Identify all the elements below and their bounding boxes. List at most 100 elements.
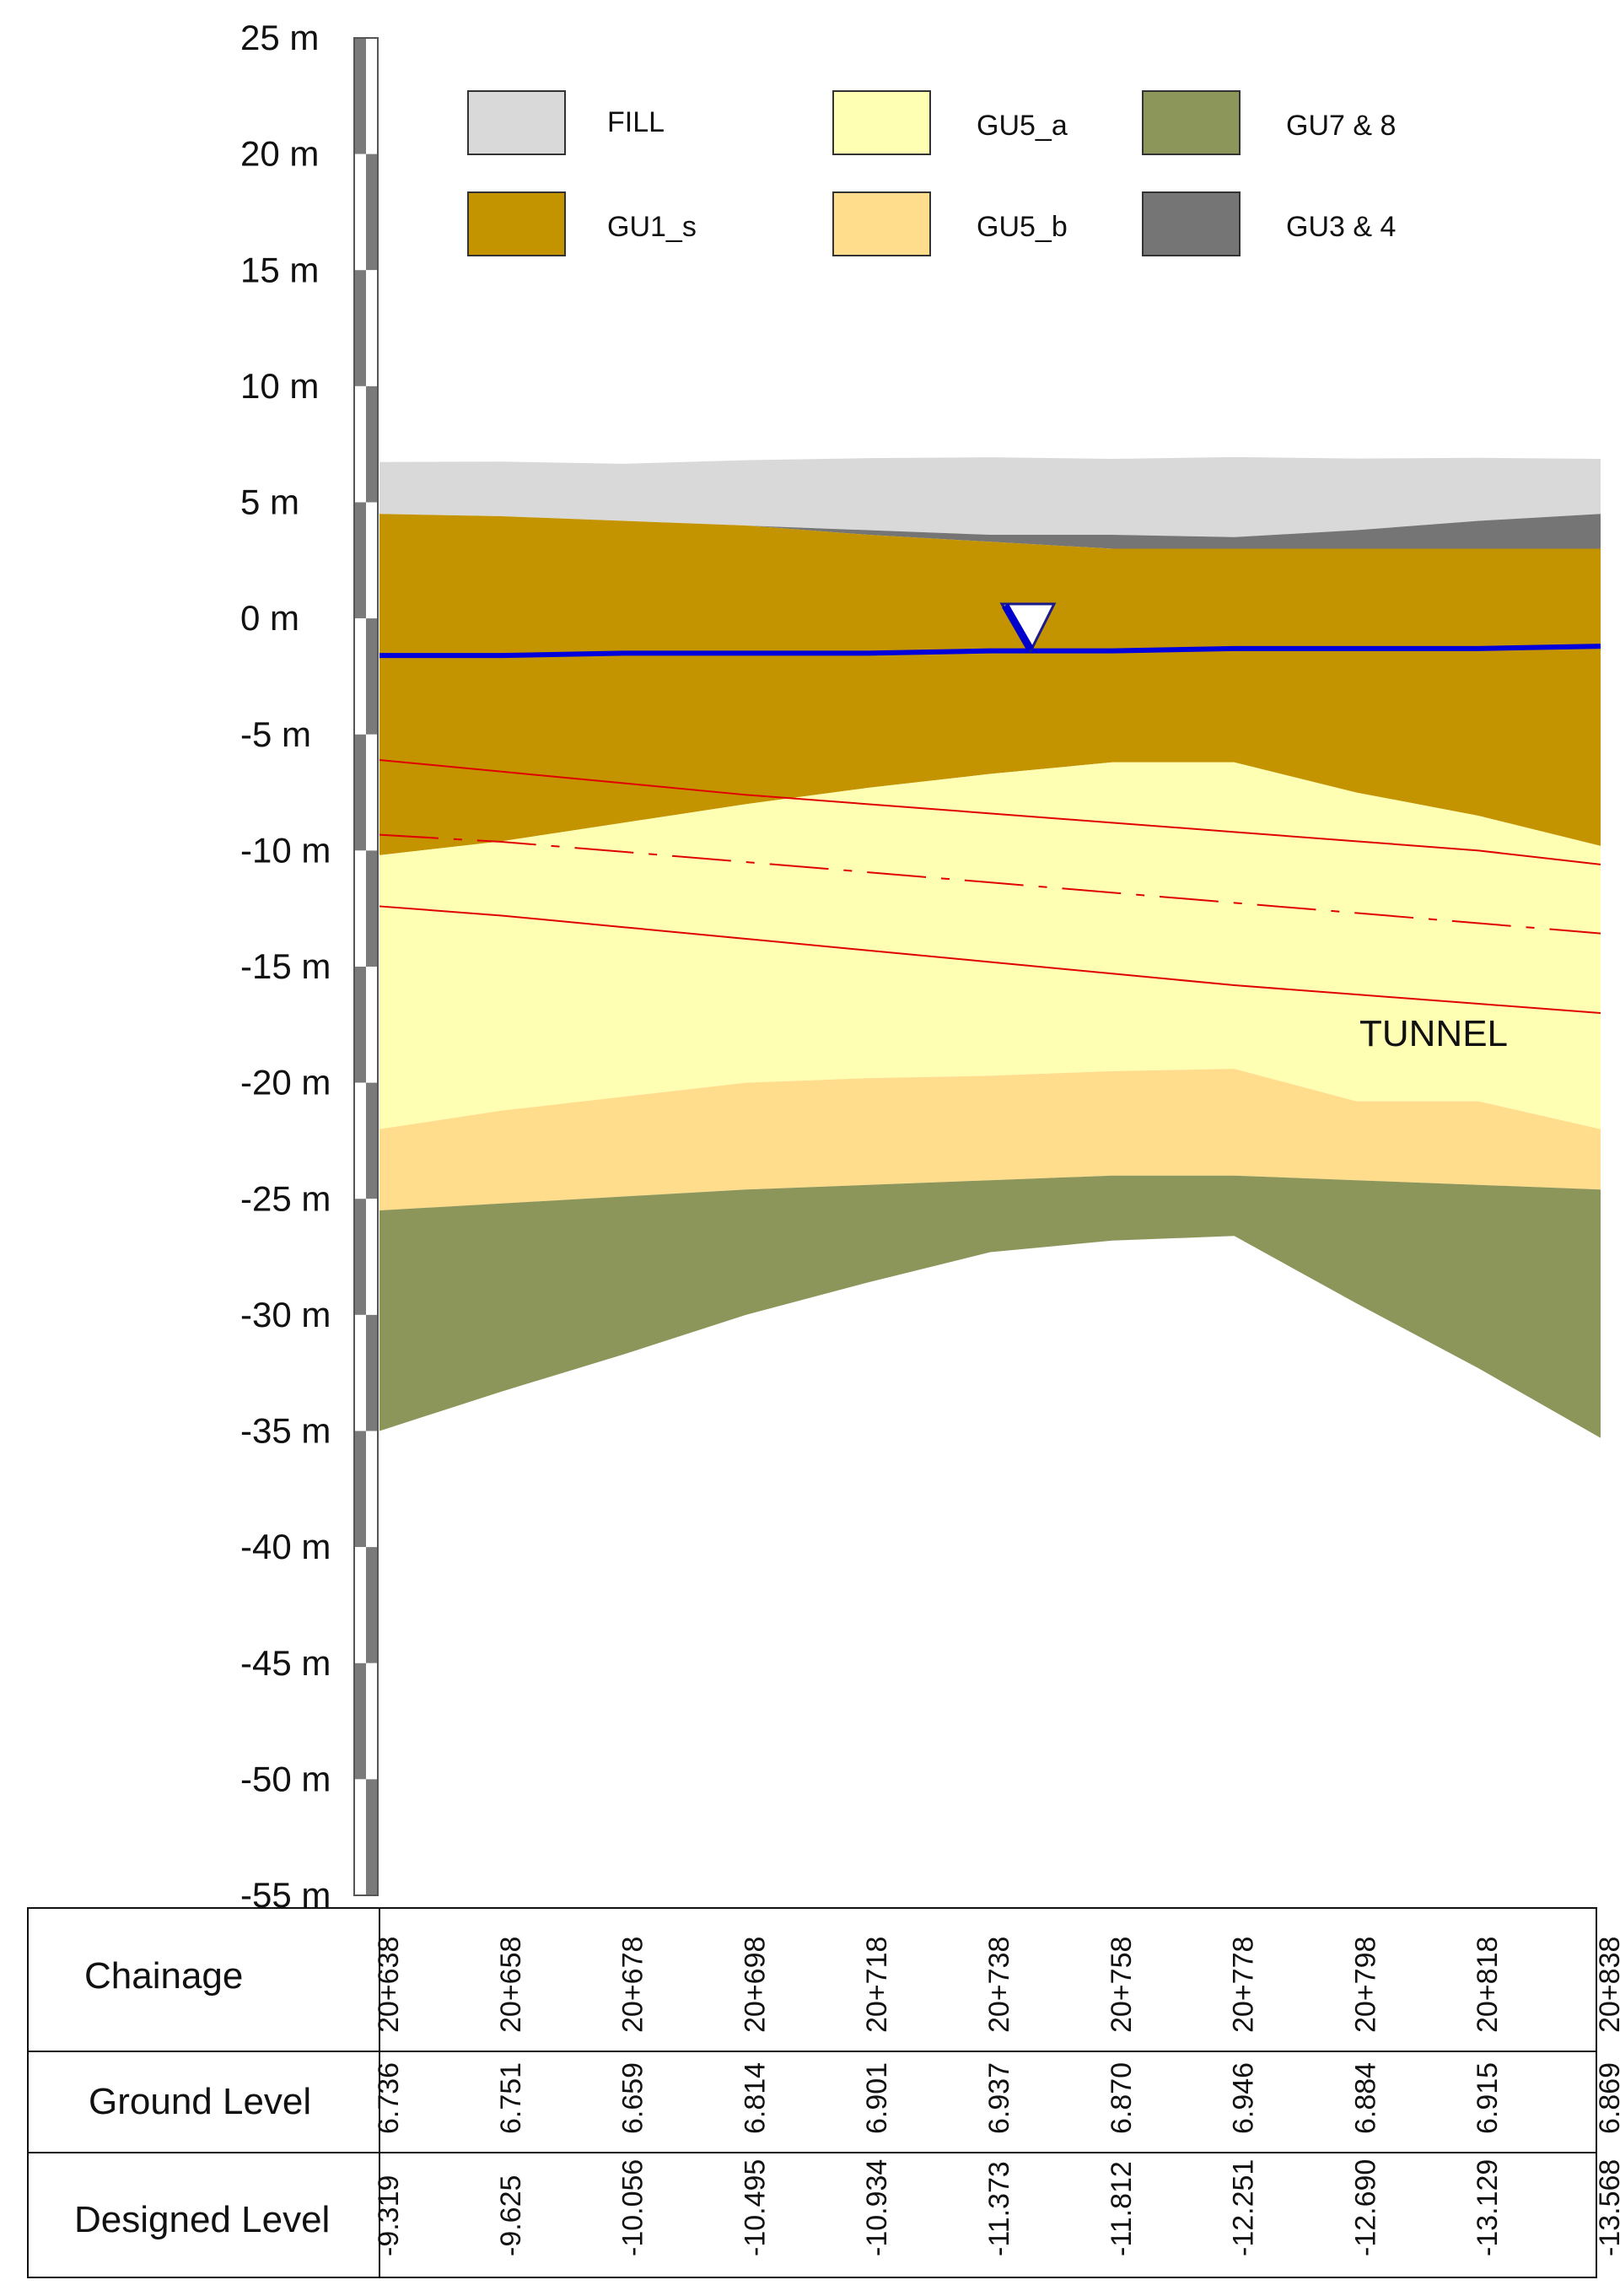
table-cell-ground-level: 6.946 xyxy=(1228,2062,1260,2134)
legend-swatch xyxy=(1142,191,1241,256)
scale-bar-segment xyxy=(354,850,366,967)
legend-item: GU5_b xyxy=(832,191,1068,256)
scale-bar-segment xyxy=(366,1314,378,1431)
scale-bar-frame xyxy=(353,37,379,1896)
legend-swatch xyxy=(467,90,566,155)
y-tick-label: -10 m xyxy=(240,830,331,870)
scale-bar-segment xyxy=(366,1082,378,1199)
table-cell-chainage: 20+818 xyxy=(1472,1937,1504,2033)
table-cell-designed-level: -10.934 xyxy=(861,2159,893,2256)
y-tick-label: -5 m xyxy=(240,714,311,754)
y-tick-label: 25 m xyxy=(240,18,319,57)
y-tick-label: -45 m xyxy=(240,1643,331,1683)
table-frame xyxy=(27,1907,1597,2278)
stratum-gu7-8 xyxy=(379,1175,1601,1438)
table-cell-designed-level: -10.495 xyxy=(739,2159,771,2256)
scale-bar-segment xyxy=(366,502,378,619)
scale-bar-segment xyxy=(366,734,378,851)
data-table: Chainage Ground Level Designed Level 20+638… xyxy=(27,1907,1620,2278)
legend-swatch xyxy=(467,191,566,256)
legend-item: GU3 & 4 xyxy=(1142,191,1396,256)
table-cell-designed-level: -13.568 xyxy=(1594,2159,1620,2256)
scale-bar-segment xyxy=(366,618,378,735)
table-cell-designed-level: -9.319 xyxy=(373,2175,405,2256)
table-cell-ground-level: 6.814 xyxy=(739,2062,771,2134)
table-cell-ground-level: 6.659 xyxy=(617,2062,649,2134)
scale-bar-segment xyxy=(366,967,378,1083)
y-tick-label: 15 m xyxy=(240,250,319,289)
y-tick-label: -40 m xyxy=(240,1527,331,1566)
y-tick-label: -30 m xyxy=(240,1295,331,1334)
table-cell-ground-level: 6.751 xyxy=(495,2062,527,2134)
scale-bar-segment xyxy=(354,967,366,1083)
tunnel-label: TUNNEL xyxy=(1359,1013,1508,1054)
scale-bar-segment xyxy=(354,1431,366,1548)
legend-item: FILL xyxy=(467,90,665,155)
y-tick-label: -50 m xyxy=(240,1759,331,1798)
legend-label: GU5_a xyxy=(977,110,1068,142)
scale-bar-segment xyxy=(354,154,366,271)
legend-swatch xyxy=(832,191,931,256)
y-axis-labels: 25 m 20 m 15 m 10 m 5 m 0 m -5 m -10 m -15 m -20 … xyxy=(240,18,331,1915)
stratum-gu5-a xyxy=(379,762,1601,1129)
table-cell-designed-level: -12.690 xyxy=(1349,2159,1381,2256)
table-cell-designed-level: -11.373 xyxy=(983,2161,1015,2256)
stratum-gu3-4 xyxy=(379,514,1601,549)
table-cell-designed-level: -11.812 xyxy=(1106,2161,1138,2256)
y-tick-label: 10 m xyxy=(240,366,319,406)
y-tick-label: -15 m xyxy=(240,946,331,986)
table-cell-ground-level: 6.915 xyxy=(1472,2062,1504,2134)
legend: FILL GU5_a GU7 & 8 GU1_s GU5_b GU3 & 4 xyxy=(467,90,1396,256)
table-cell-chainage: 20+758 xyxy=(1106,1937,1138,2033)
strata-layers xyxy=(379,456,1601,1438)
vertical-scale-bar xyxy=(353,37,379,1896)
legend-item: GU5_a xyxy=(832,90,1068,155)
scale-bar-segment xyxy=(354,270,366,386)
scale-bar-segment xyxy=(366,1547,378,1663)
scale-bar-segment xyxy=(354,502,366,619)
table-row-title: Ground Level xyxy=(89,2081,311,2122)
scale-bar-segment xyxy=(366,850,378,967)
table-cell-chainage: 20+638 xyxy=(373,1937,405,2033)
table-row-title: Chainage xyxy=(84,1955,243,1997)
table-cell-chainage: 20+698 xyxy=(739,1937,771,2033)
scale-bar-segment xyxy=(354,38,366,154)
stratum-gu1-s xyxy=(379,514,1601,855)
water-table-line xyxy=(379,644,1601,659)
table-cell-ground-level: 6.870 xyxy=(1106,2062,1138,2134)
table-cell-designed-level: -10.056 xyxy=(617,2159,649,2256)
y-tick-label: 0 m xyxy=(240,598,299,638)
legend-label: GU7 & 8 xyxy=(1286,110,1396,142)
table-cell-chainage: 20+678 xyxy=(617,1937,649,2033)
y-tick-label: -35 m xyxy=(240,1411,331,1451)
scale-bar-segment xyxy=(354,1199,366,1315)
scale-bar-segment xyxy=(354,1314,366,1431)
table-cell-chainage: 20+838 xyxy=(1594,1937,1620,2033)
scale-bar-segment xyxy=(366,1663,378,1780)
table-cell-chainage: 20+658 xyxy=(495,1937,527,2033)
scale-bar-segment xyxy=(366,154,378,271)
scale-bar-segment xyxy=(354,1663,366,1780)
table-cell-designed-level: -13.129 xyxy=(1472,2159,1504,2256)
table-cell-ground-level: 6.937 xyxy=(983,2062,1015,2134)
stratum-gu5-b xyxy=(379,1069,1601,1211)
water-table-marker-stroke xyxy=(1002,603,1034,652)
section-lines xyxy=(379,644,1601,1015)
tunnel-axis-line xyxy=(379,833,1601,935)
table-cell-ground-level: 6.869 xyxy=(1594,2062,1620,2134)
scale-bar-segment xyxy=(354,1779,366,1895)
scale-bar-segment xyxy=(366,1199,378,1315)
table-row-title: Designed Level xyxy=(74,2199,330,2240)
legend-label: GU3 & 4 xyxy=(1286,211,1396,243)
legend-swatch xyxy=(1142,90,1241,155)
table-cell-ground-level: 6.736 xyxy=(373,2062,405,2134)
scale-bar-segment xyxy=(366,385,378,503)
y-tick-label: 20 m xyxy=(240,134,319,174)
scale-bar-segment xyxy=(354,1082,366,1199)
y-tick-label: -20 m xyxy=(240,1063,331,1102)
scale-bar-segment xyxy=(354,618,366,735)
scale-bar-segment xyxy=(366,270,378,386)
legend-label: GU1_s xyxy=(607,211,697,243)
legend-item: GU7 & 8 xyxy=(1142,90,1396,155)
